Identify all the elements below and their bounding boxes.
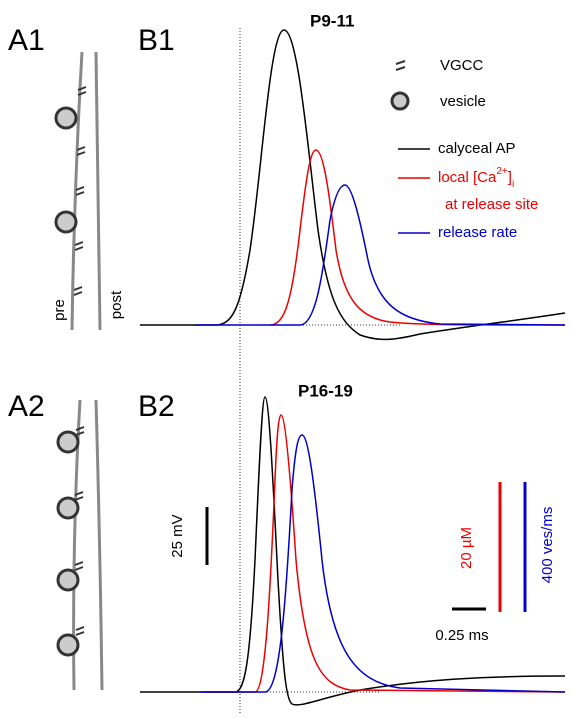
rate-trace xyxy=(195,184,566,326)
rate-trace xyxy=(200,434,566,693)
scale-label: 20 µM xyxy=(458,527,475,569)
synapse-schematic xyxy=(70,51,104,691)
legend-label: vesicle xyxy=(440,93,486,110)
panel-label: B1 xyxy=(138,24,175,57)
ap-trace xyxy=(140,396,566,706)
legend: VGCC vesicle calyceal AP local [Ca2+]i a… xyxy=(390,57,538,241)
panel-label: A1 xyxy=(8,24,45,57)
scale-label: 0.25 ms xyxy=(435,627,488,644)
panel-title: P16-19 xyxy=(298,381,353,400)
label-post: post xyxy=(108,290,125,319)
legend-label: local [Ca2+]i xyxy=(438,166,514,190)
scale-bars xyxy=(205,482,527,612)
ap-trace xyxy=(140,29,566,341)
reference-lines xyxy=(239,28,400,713)
legend-label: VGCC xyxy=(440,57,484,74)
legend-label: calyceal AP xyxy=(438,140,516,157)
panel-title: P9-11 xyxy=(310,11,354,30)
legend-label: at release site xyxy=(445,196,538,213)
panel-label: A2 xyxy=(8,390,45,423)
scale-label: 400 ves/ms xyxy=(539,507,556,584)
vgcc-marks xyxy=(73,86,87,636)
ca-trace xyxy=(269,149,566,326)
panel-label: B2 xyxy=(138,390,175,423)
subscript: i xyxy=(512,179,514,190)
legend-label: release rate xyxy=(438,224,517,241)
ca-trace xyxy=(205,414,566,693)
scale-label: 25 mV xyxy=(169,514,186,557)
legend-label: ] xyxy=(508,169,512,186)
legend-label: local [Ca xyxy=(438,169,497,186)
vesicles xyxy=(54,106,80,657)
label-pre: pre xyxy=(51,299,68,321)
superscript: 2+ xyxy=(496,166,508,177)
